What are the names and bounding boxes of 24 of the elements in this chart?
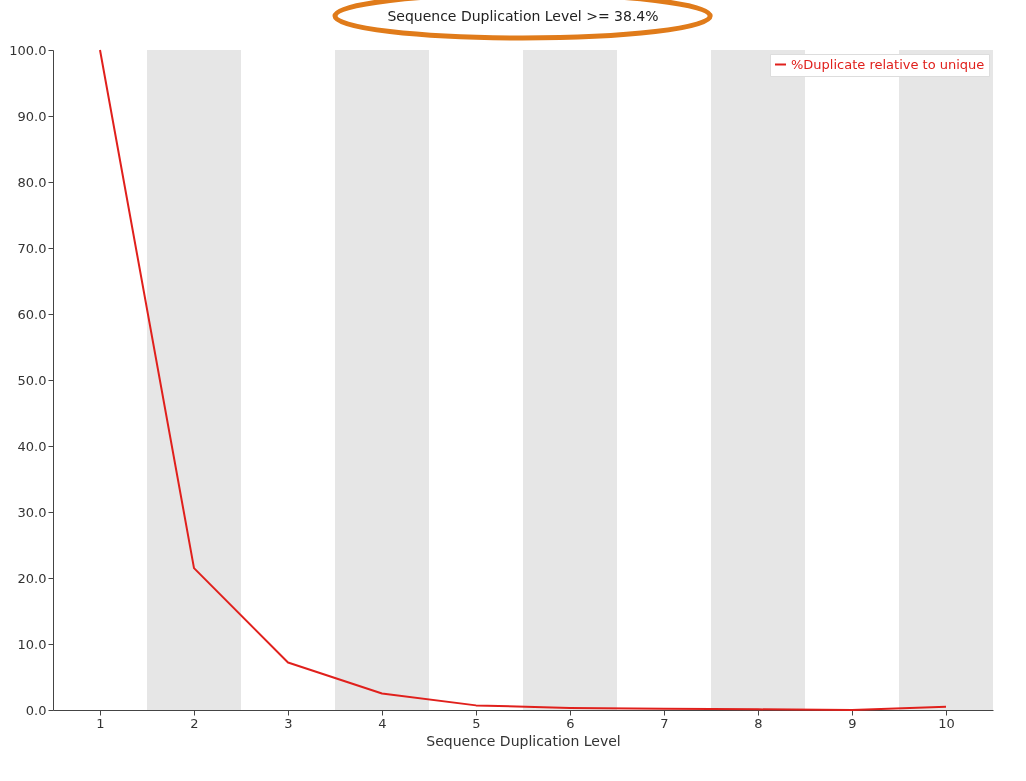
x-tick-label: 5 — [472, 715, 481, 731]
x-tick-label: 2 — [190, 715, 199, 731]
x-tick-label: 6 — [566, 715, 575, 731]
y-tick-label: 40.0 — [17, 438, 47, 454]
y-tick-label: 50.0 — [17, 372, 47, 388]
y-tick-label: 90.0 — [17, 108, 47, 124]
x-axis-title: Sequence Duplication Level — [426, 732, 621, 749]
y-tick-label: 60.0 — [17, 306, 47, 322]
y-tick-label: 10.0 — [17, 636, 47, 652]
y-tick-label: 0.0 — [25, 702, 47, 718]
y-tick-label: 30.0 — [17, 504, 47, 520]
y-tick-label: 70.0 — [17, 240, 47, 256]
x-tick-label: 7 — [660, 715, 669, 731]
x-tick-label: 1 — [96, 715, 105, 731]
chart-title: Sequence Duplication Level >= 38.4% — [387, 8, 659, 24]
x-tick-label: 8 — [754, 715, 763, 731]
y-tick-label: 80.0 — [17, 174, 47, 190]
x-tick-label: 4 — [378, 715, 387, 731]
y-tick-label: 100.0 — [9, 42, 47, 58]
legend-label: %Duplicate relative to unique — [791, 56, 985, 72]
x-tick-label: 3 — [284, 715, 293, 731]
x-tick-label: 10 — [938, 715, 955, 731]
x-tick-label: 9 — [848, 715, 857, 731]
y-tick-label: 20.0 — [17, 570, 47, 586]
